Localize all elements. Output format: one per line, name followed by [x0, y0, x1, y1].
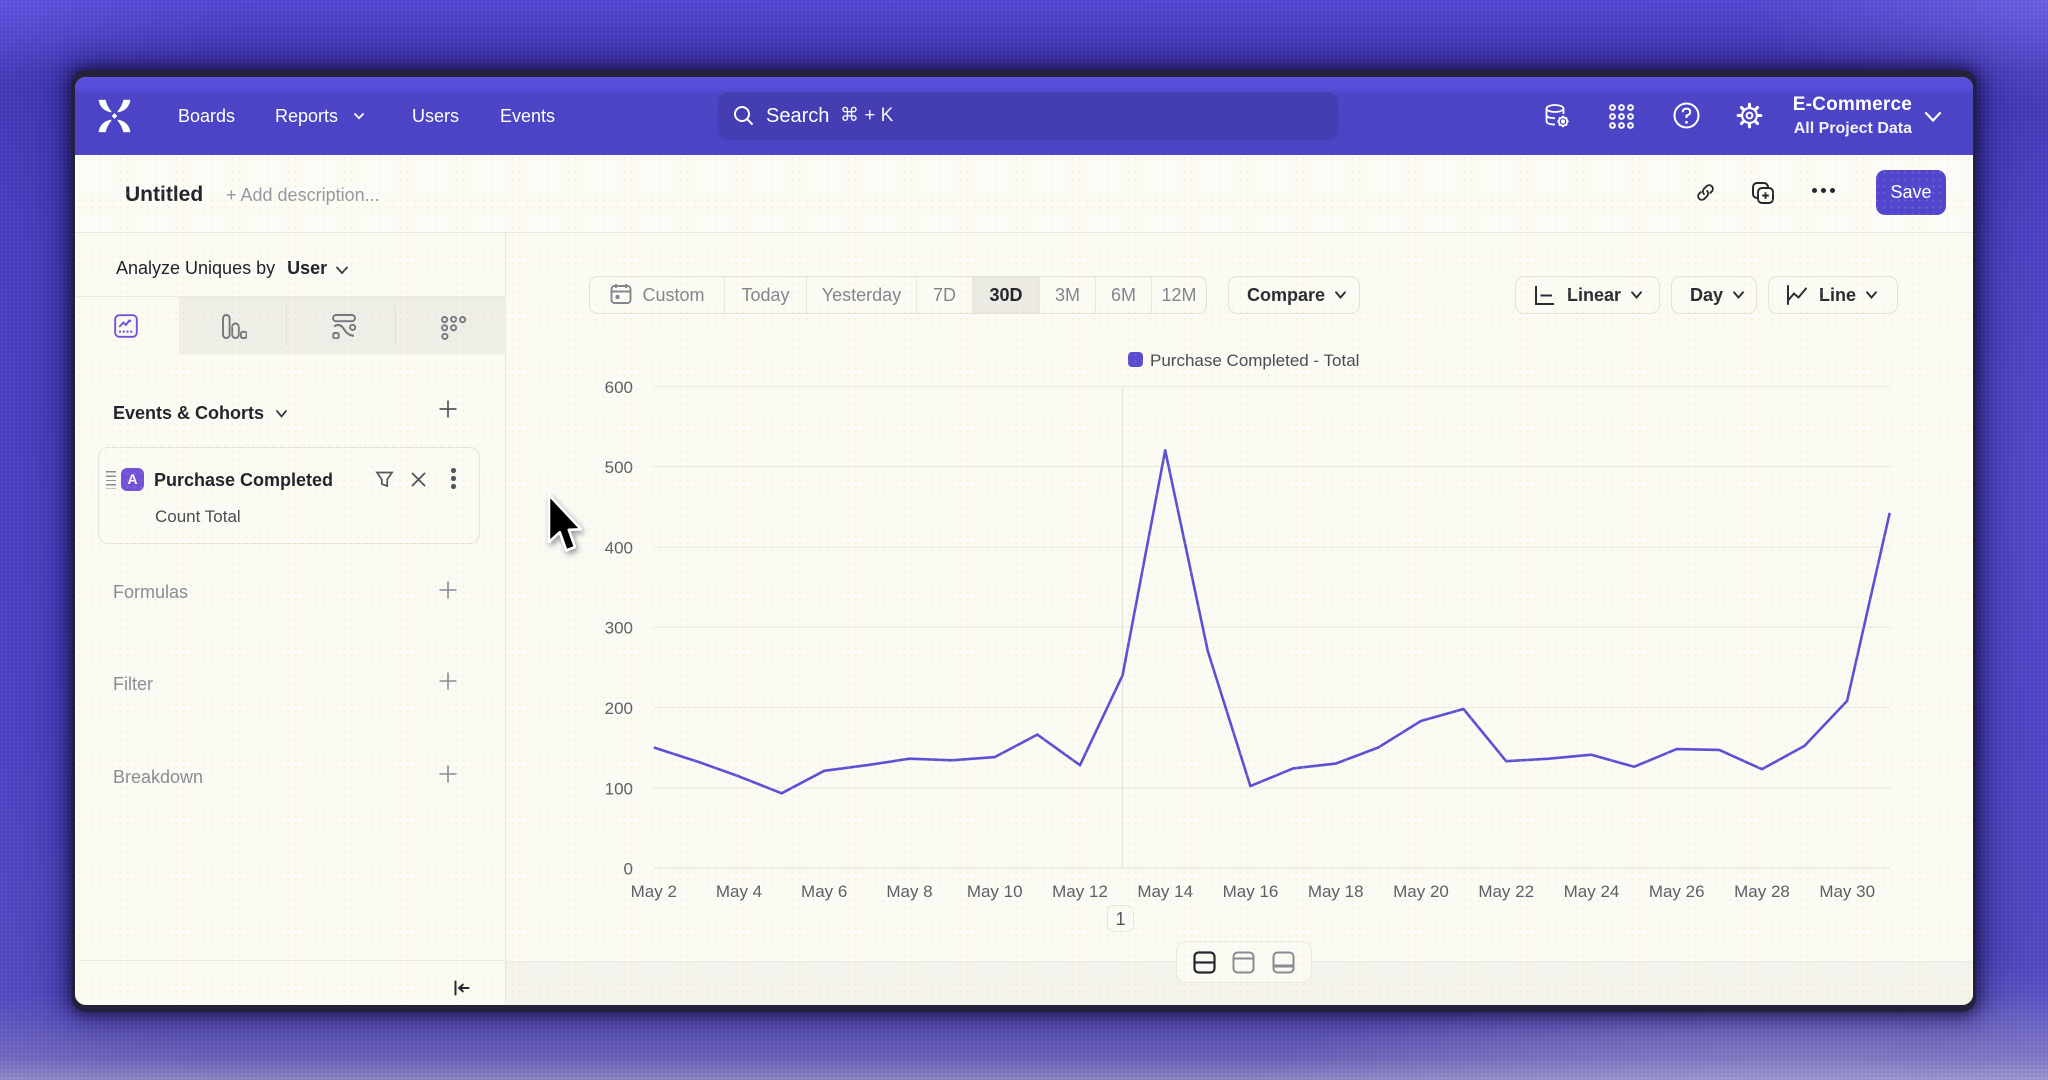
svg-text:May 16: May 16: [1223, 882, 1279, 901]
svg-text:500: 500: [605, 458, 633, 477]
svg-text:May 24: May 24: [1564, 882, 1620, 901]
svg-text:May 6: May 6: [801, 882, 847, 901]
svg-text:May 10: May 10: [967, 882, 1023, 901]
svg-text:May 8: May 8: [886, 882, 932, 901]
svg-text:200: 200: [605, 699, 633, 718]
svg-text:0: 0: [624, 860, 633, 879]
svg-text:100: 100: [605, 780, 633, 799]
svg-text:May 18: May 18: [1308, 882, 1364, 901]
svg-text:May 14: May 14: [1137, 882, 1193, 901]
svg-text:May 20: May 20: [1393, 882, 1449, 901]
svg-text:400: 400: [605, 539, 633, 558]
svg-text:May 2: May 2: [631, 882, 677, 901]
svg-text:May 28: May 28: [1734, 882, 1790, 901]
svg-text:May 4: May 4: [716, 882, 762, 901]
svg-text:300: 300: [605, 619, 633, 638]
svg-text:May 22: May 22: [1478, 882, 1534, 901]
svg-text:May 26: May 26: [1649, 882, 1705, 901]
svg-text:May 30: May 30: [1819, 882, 1875, 901]
svg-text:May 12: May 12: [1052, 882, 1108, 901]
svg-text:600: 600: [605, 378, 633, 397]
